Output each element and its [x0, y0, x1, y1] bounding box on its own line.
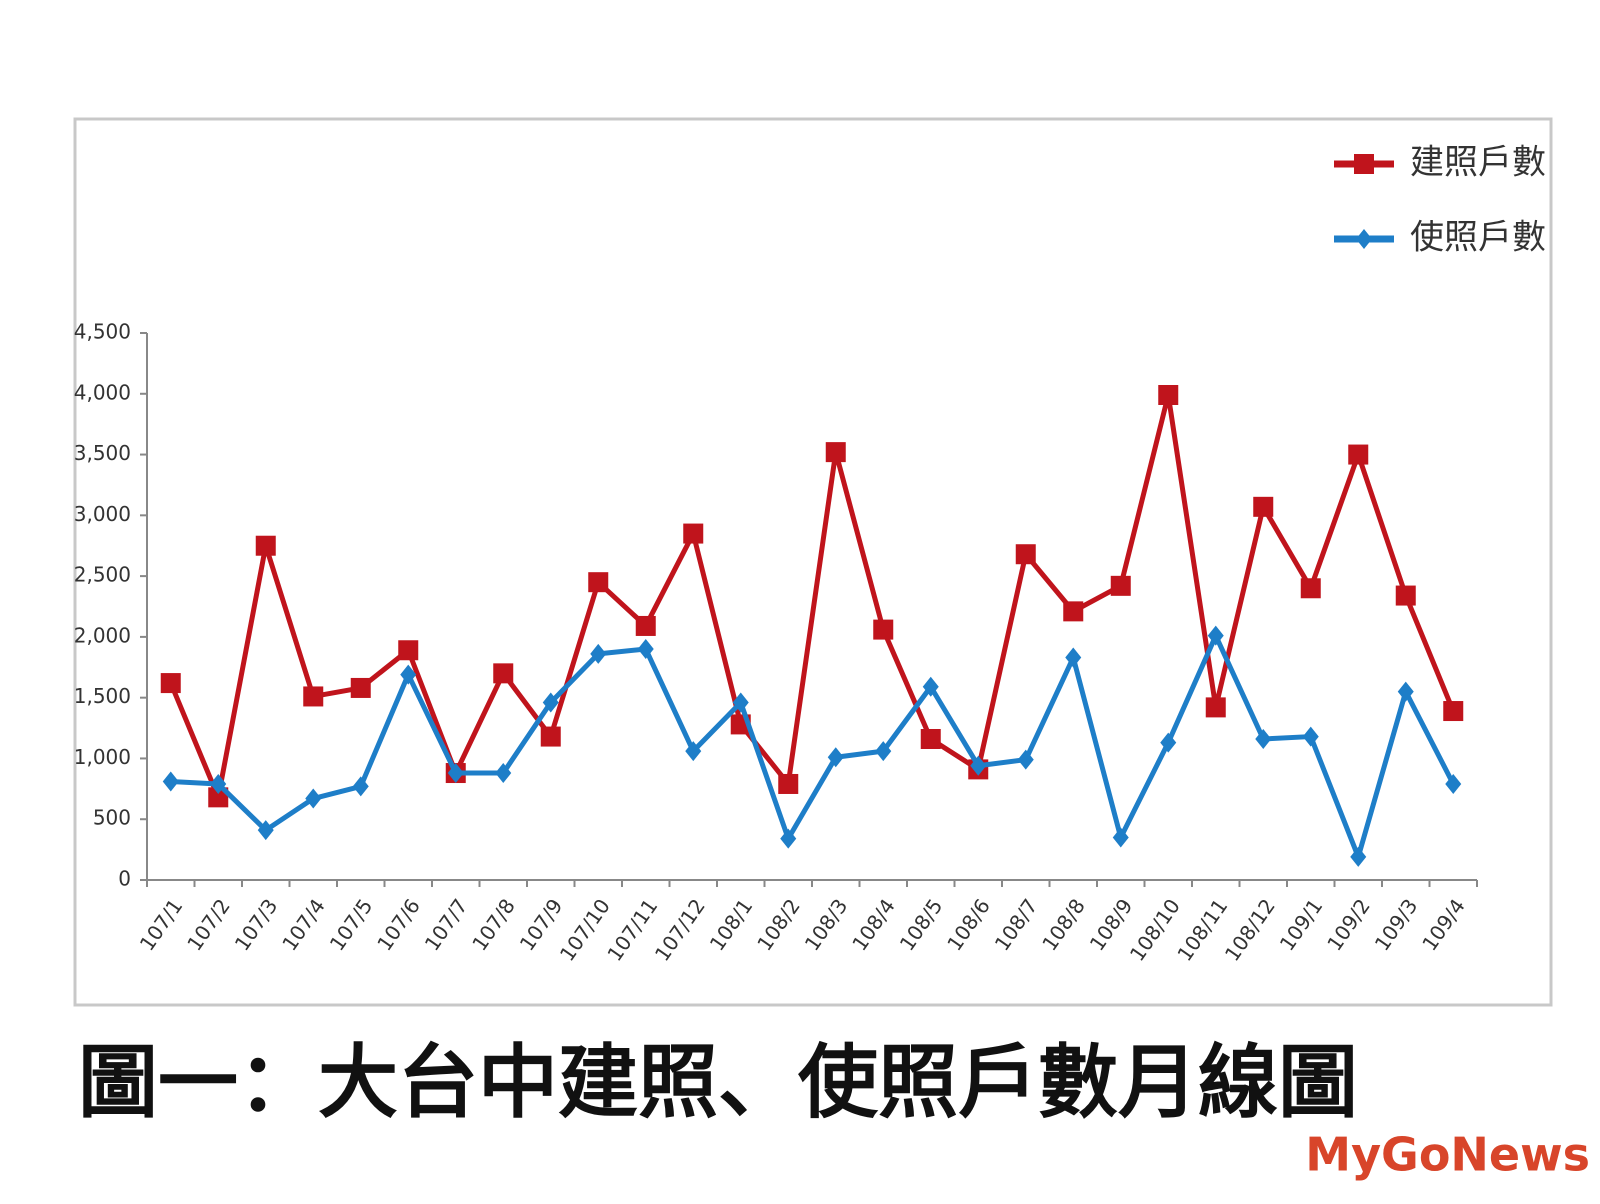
data-point — [495, 763, 512, 784]
data-point — [542, 692, 559, 713]
data-point — [400, 664, 417, 685]
data-point — [1065, 647, 1082, 668]
data-point — [255, 535, 276, 556]
data-point — [827, 747, 844, 768]
data-point — [920, 728, 941, 749]
data-point — [1445, 773, 1462, 794]
series-line — [170, 633, 1456, 860]
data-point — [875, 741, 892, 762]
data-point — [1255, 728, 1272, 749]
data-point — [970, 755, 987, 776]
legend-label: 使照戶數 — [1410, 218, 1546, 258]
legend-label: 建照戶數 — [1410, 143, 1546, 183]
data-point — [1158, 384, 1179, 405]
chart-frame — [73, 117, 1553, 1007]
data-point — [162, 771, 179, 792]
data-point — [732, 692, 749, 713]
data-point — [1397, 681, 1414, 702]
data-point — [540, 726, 561, 747]
data-point — [873, 619, 894, 640]
series-line — [168, 392, 1456, 800]
y-tick-label: 500 — [93, 806, 131, 830]
data-point — [1112, 827, 1129, 848]
watermark: MyGoNews — [1305, 1128, 1590, 1182]
data-point — [825, 442, 846, 463]
data-point — [1207, 625, 1224, 646]
data-point — [1300, 578, 1321, 599]
y-tick-label: 3,500 — [74, 441, 131, 465]
data-point — [1395, 585, 1416, 606]
data-point — [1063, 601, 1084, 622]
data-point — [1350, 846, 1367, 867]
data-point — [1205, 697, 1226, 718]
data-point — [685, 741, 702, 762]
y-tick-label: 4,000 — [74, 380, 131, 404]
data-point — [683, 523, 704, 544]
data-point — [398, 640, 419, 661]
legend-marker — [1356, 229, 1372, 249]
data-point — [210, 773, 227, 794]
y-tick-label: 4,500 — [74, 320, 131, 344]
data-point — [588, 572, 609, 593]
data-point — [780, 828, 797, 849]
y-tick-label: 3,000 — [74, 502, 131, 526]
data-point — [493, 663, 514, 684]
data-point — [1253, 496, 1274, 517]
data-point — [778, 773, 799, 794]
data-point — [257, 820, 274, 841]
data-point — [635, 615, 656, 636]
data-point — [447, 763, 464, 784]
data-point — [637, 639, 654, 660]
data-point — [160, 673, 181, 694]
legend-marker — [1354, 154, 1374, 174]
data-point — [303, 686, 324, 707]
y-tick-label: 0 — [118, 867, 131, 891]
data-point — [1017, 749, 1034, 770]
data-point — [1015, 544, 1036, 565]
data-point — [305, 788, 322, 809]
data-point — [1110, 575, 1131, 596]
data-point — [922, 676, 939, 697]
y-tick-label: 2,000 — [74, 623, 131, 647]
y-tick-label: 2,500 — [74, 563, 131, 587]
data-point — [1302, 726, 1319, 747]
data-point — [1348, 444, 1369, 465]
data-point — [208, 787, 229, 808]
y-tick-label: 1,500 — [74, 684, 131, 708]
y-tick-label: 1,000 — [74, 745, 131, 769]
data-point — [352, 776, 369, 797]
data-point — [1443, 701, 1464, 722]
caption: 圖一：大台中建照、使照戶數月線圖 — [78, 1036, 1358, 1129]
data-point — [350, 677, 371, 698]
data-point — [590, 643, 607, 664]
data-point — [1160, 732, 1177, 753]
